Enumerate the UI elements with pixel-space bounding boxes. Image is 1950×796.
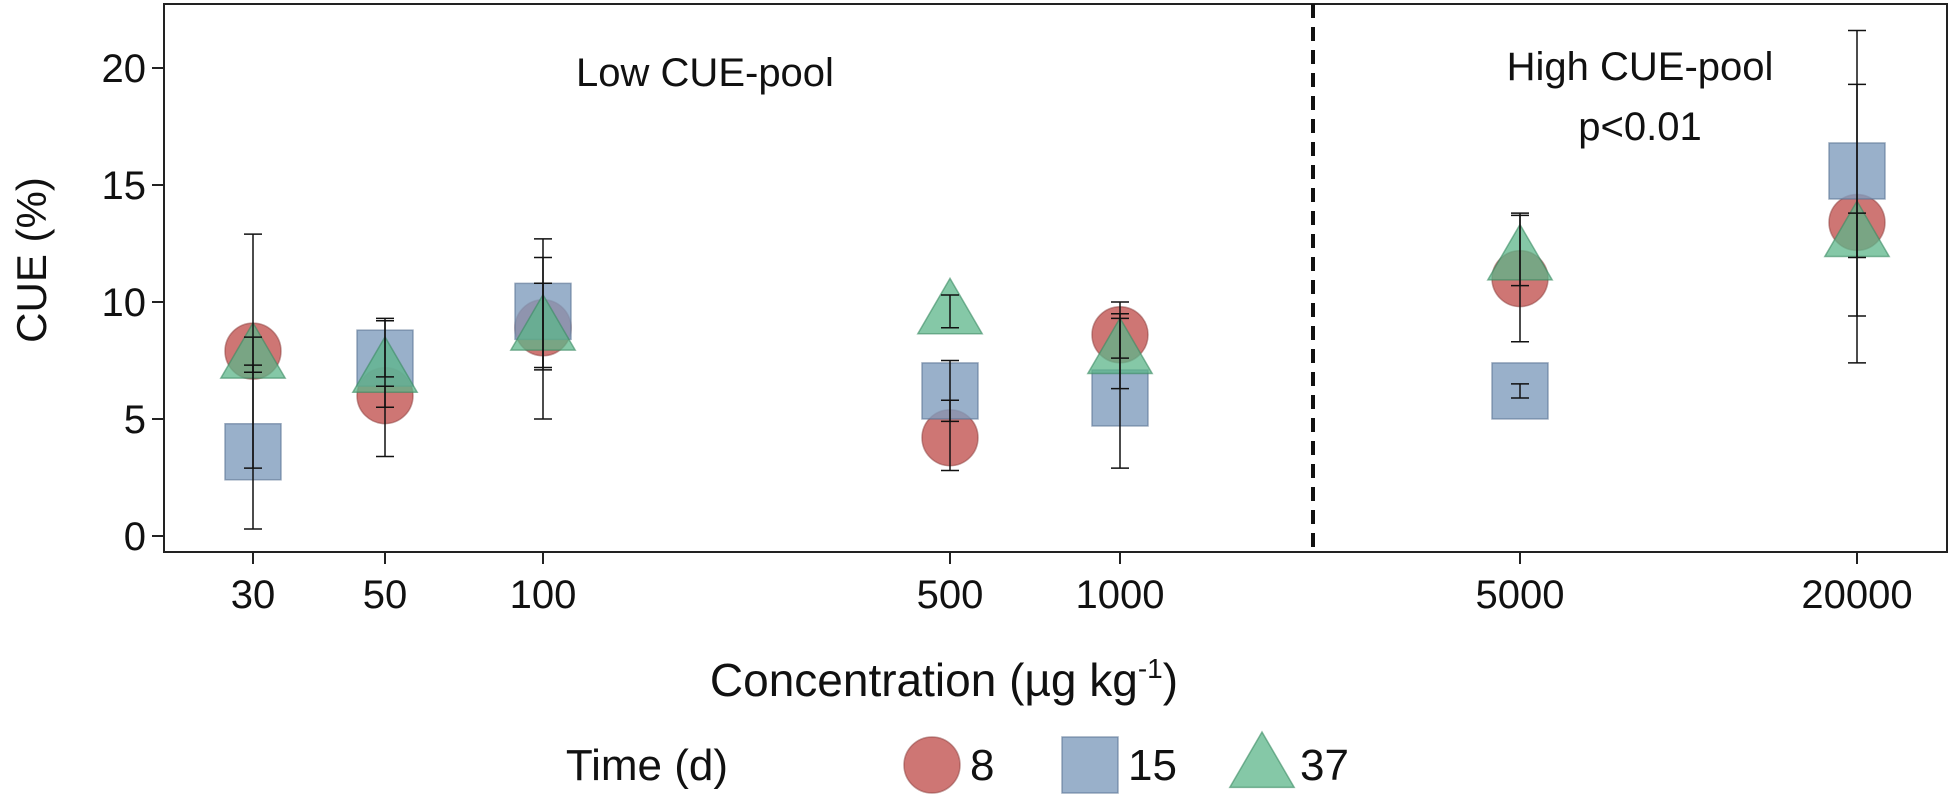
- series-8: [224, 193, 1886, 467]
- p-value-label: p<0.01: [1578, 105, 1701, 149]
- y-tick-label: 20: [102, 47, 147, 91]
- high-pool-label: High CUE-pool: [1507, 45, 1774, 89]
- y-tick-label: 5: [124, 398, 146, 442]
- x-axis-label-superscript: -1: [1138, 653, 1163, 684]
- errorbars-15: [244, 29, 1866, 469]
- series-15: [224, 142, 1886, 481]
- y-tick-label: 10: [102, 281, 147, 325]
- legend: 8 15 37: [903, 730, 1349, 794]
- x-tick-label: 30: [231, 573, 276, 617]
- legend-title: Time (d): [566, 741, 728, 790]
- data-marks: [219, 29, 1891, 530]
- x-tick-label: 20000: [1801, 573, 1912, 617]
- x-tick-label: 5000: [1476, 573, 1565, 617]
- x-axis-label: Concentration (µg kg-1): [710, 653, 1178, 706]
- x-tick-label: 1000: [1076, 573, 1165, 617]
- legend-square-icon: [1061, 736, 1119, 794]
- legend-triangle-icon: [1228, 730, 1296, 789]
- x-tick-label: 100: [510, 573, 577, 617]
- legend-label-8: 8: [970, 741, 994, 790]
- x-tick-label: 500: [917, 573, 984, 617]
- legend-circle-icon: [903, 736, 961, 794]
- y-axis: 0 5 10 15 20: [102, 47, 164, 559]
- series-37: [219, 199, 1891, 393]
- legend-label-37: 37: [1300, 741, 1349, 790]
- low-pool-label: Low CUE-pool: [576, 51, 834, 95]
- x-axis-label-main: Concentration (µg kg: [710, 654, 1138, 706]
- x-tick-label: 50: [363, 573, 408, 617]
- plot-frame: [163, 3, 1948, 553]
- legend-label-15: 15: [1128, 741, 1177, 790]
- y-tick-label: 0: [124, 515, 146, 559]
- x-axis: 30 50 100 500 1000 5000 20000: [231, 552, 1913, 617]
- x-axis-label-close: ): [1163, 654, 1178, 706]
- y-tick-label: 15: [102, 164, 147, 208]
- errorbars-37: [244, 212, 1866, 530]
- y-axis-label: CUE (%): [8, 177, 55, 343]
